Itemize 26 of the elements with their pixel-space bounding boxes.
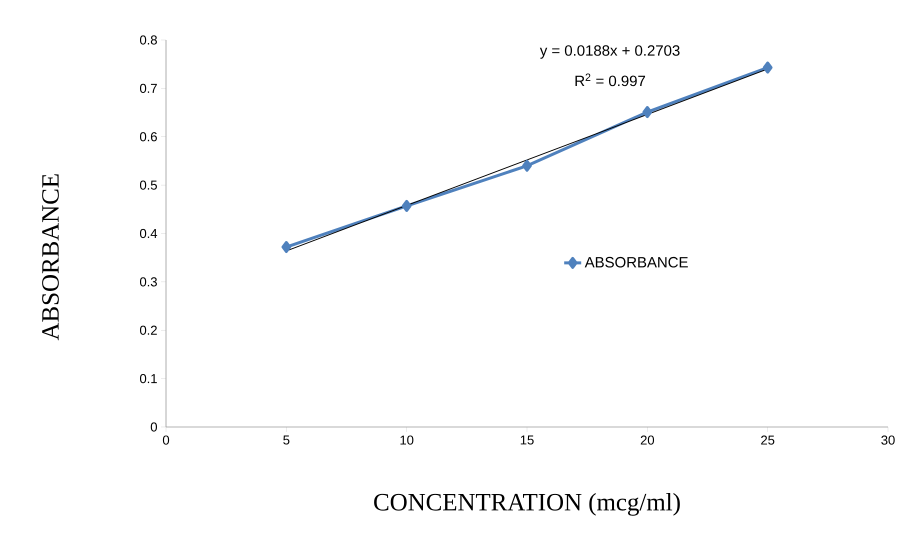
x-axis-title: CONCENTRATION (mcg/ml) xyxy=(374,493,680,516)
annotation: R$^{2}$ = 0.997 xyxy=(575,74,646,86)
y-tick-label: 0.7 xyxy=(140,84,157,93)
point xyxy=(762,62,773,74)
y-tick-label: 0 xyxy=(150,422,157,432)
x-tick-label: 30 xyxy=(881,436,895,445)
y-tick-label: 0.8 xyxy=(140,35,157,45)
y-tick-label: 0.1 xyxy=(140,374,157,384)
x-tick-label: 0 xyxy=(162,436,170,445)
annotation: y = 0.0188x + 0.2703 xyxy=(540,45,680,59)
y-tick-label: 0.6 xyxy=(140,132,157,142)
legend-label: ABSORBANCE xyxy=(584,256,688,268)
point xyxy=(402,200,412,212)
x-tick-label: 20 xyxy=(640,436,654,445)
x-tick-label: 5 xyxy=(283,436,290,445)
y-tick-label: 0.2 xyxy=(140,326,157,335)
x-tick-label: 15 xyxy=(520,436,534,445)
y-tick-label: 0.3 xyxy=(140,277,157,286)
point xyxy=(642,106,652,118)
x-tick-label: 25 xyxy=(761,436,774,445)
point xyxy=(281,241,292,254)
y-axis-title: ABSORBANCE xyxy=(42,174,59,340)
y-tick-label: 0.4 xyxy=(140,228,158,238)
x-tick-label: 10 xyxy=(400,436,414,445)
y-tick-label: 0.5 xyxy=(140,180,157,190)
point xyxy=(522,160,532,172)
